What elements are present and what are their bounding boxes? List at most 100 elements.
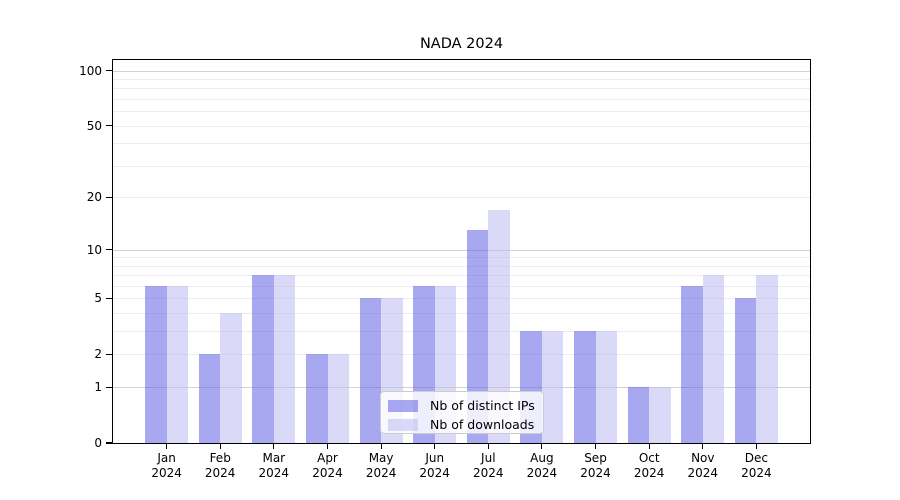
x-tick-label-month: Apr <box>317 451 338 465</box>
y-tick-mark-100 <box>106 70 112 72</box>
x-tick-label-year: 2024 <box>580 466 611 480</box>
x-tick-mark-oct <box>648 443 650 449</box>
x-tick-label-nov: Nov 2024 <box>671 451 735 481</box>
bar-downloads-jul <box>488 209 510 443</box>
gridline-minor-60 <box>113 111 810 113</box>
x-tick-label-may: May 2024 <box>349 451 413 481</box>
x-tick-label-apr: Apr 2024 <box>296 451 360 481</box>
y-tick-label-10: 10 <box>86 242 102 257</box>
x-tick-label-year: 2024 <box>741 466 772 480</box>
bar-distinct-ips-mar <box>252 275 274 443</box>
bar-downloads-oct <box>649 387 671 443</box>
bar-distinct-ips-jul <box>466 230 489 443</box>
x-tick-label-month: May <box>368 451 394 465</box>
legend-swatch-distinct-ips-icon <box>388 399 418 412</box>
y-tick-1: 1 <box>0 379 102 395</box>
x-tick-label-jun: Jun 2024 <box>403 451 467 481</box>
y-tick-mark-1 <box>106 386 112 388</box>
x-tick-label-feb: Feb 2024 <box>188 451 252 481</box>
gridline-major-1 <box>113 387 810 389</box>
y-tick-mark-2 <box>106 353 112 355</box>
y-tick-label-1: 1 <box>94 380 102 395</box>
x-tick-label-month: Jan <box>157 451 176 465</box>
gridline-minor-30 <box>113 165 810 167</box>
x-tick-label-year: 2024 <box>204 466 236 480</box>
gridline-minor-7 <box>113 275 810 277</box>
x-tick-label-month: Feb <box>209 451 231 465</box>
bar-downloads-sep <box>595 331 617 443</box>
bar-downloads-nov <box>702 275 725 443</box>
x-tick-label-month: Jun <box>425 451 445 465</box>
y-tick-label-50: 50 <box>86 118 102 133</box>
y-tick-label-5: 5 <box>94 291 102 306</box>
bar-distinct-ips-may <box>359 298 382 443</box>
gridline-minor-5 <box>113 298 810 300</box>
legend-swatch-downloads-icon <box>388 418 418 431</box>
bar-downloads-jan <box>166 286 189 443</box>
legend-row-distinct-ips: Nb of distinct IPs <box>388 396 536 415</box>
x-tick-label-jan: Jan 2024 <box>135 451 199 481</box>
bar-downloads-aug <box>541 331 564 443</box>
y-tick-mark-10 <box>106 248 112 251</box>
bar-distinct-ips-oct <box>627 387 650 443</box>
x-tick-label-month: Aug <box>530 451 554 465</box>
gridline-minor-9 <box>113 257 810 259</box>
x-tick-label-jul: Jul 2024 <box>456 451 520 481</box>
bar-distinct-ips-jan <box>145 286 167 443</box>
bar-downloads-mar <box>273 275 296 443</box>
legend-row-downloads: Nb of downloads <box>388 415 536 434</box>
gridline-minor-70 <box>113 99 810 100</box>
x-tick-label-month: Sep <box>584 451 607 465</box>
x-tick-mark-aug <box>541 443 543 449</box>
bar-downloads-apr <box>327 354 349 443</box>
chart-title: NADA 2024 <box>419 36 504 52</box>
y-tick-50: 50 <box>0 118 102 134</box>
x-tick-label-year: 2024 <box>633 466 665 480</box>
gridline-minor-8 <box>113 265 810 267</box>
x-tick-mark-jul <box>487 443 489 449</box>
gridline-major-100 <box>113 70 810 72</box>
y-tick-mark-5 <box>106 297 112 299</box>
x-tick-label-year: 2024 <box>526 466 558 480</box>
y-tick-100: 100 <box>0 63 102 79</box>
x-tick-label-year: 2024 <box>419 466 450 480</box>
x-tick-label-year: 2024 <box>365 466 397 480</box>
y-tick-2: 2 <box>0 346 102 362</box>
legend-label-distinct-ips: Nb of distinct IPs <box>430 398 535 413</box>
legend: Nb of distinct IPs Nb of downloads <box>380 391 544 434</box>
gridline-minor-40 <box>113 143 810 145</box>
plot-area <box>113 60 810 443</box>
y-tick-label-2: 2 <box>94 347 102 362</box>
gridline-minor-80 <box>113 88 810 90</box>
x-tick-label-month: Nov <box>691 451 715 465</box>
y-tick-label-20: 20 <box>86 190 102 205</box>
gridline-minor-6 <box>113 286 810 287</box>
bar-distinct-ips-dec <box>734 298 757 443</box>
x-tick-mark-feb <box>219 443 221 449</box>
x-tick-label-month: Oct <box>638 451 660 465</box>
x-tick-label-aug: Aug 2024 <box>510 451 574 481</box>
x-tick-label-year: 2024 <box>258 466 290 480</box>
bar-distinct-ips-sep <box>574 331 596 443</box>
x-tick-label-year: 2024 <box>473 466 504 480</box>
x-tick-label-year: 2024 <box>687 466 719 480</box>
x-tick-mark-may <box>380 443 382 449</box>
y-tick-10: 10 <box>0 242 102 258</box>
x-tick-label-month: Dec <box>744 451 768 465</box>
gridline-minor-20 <box>113 197 810 199</box>
y-tick-20: 20 <box>0 189 102 205</box>
y-tick-0: 0 <box>0 435 102 451</box>
legend-label-downloads: Nb of downloads <box>430 417 535 432</box>
x-tick-label-year: 2024 <box>151 466 182 480</box>
gridline-minor-4 <box>113 313 810 315</box>
gridline-minor-2 <box>113 354 810 356</box>
x-tick-mark-jun <box>434 443 436 449</box>
x-tick-label-dec: Dec 2024 <box>724 451 788 481</box>
y-tick-5: 5 <box>0 290 102 306</box>
x-tick-mark-apr <box>326 443 329 449</box>
y-tick-mark-0 <box>106 442 112 444</box>
gridline-major-10 <box>113 249 810 251</box>
x-tick-label-month: Jul <box>481 451 496 465</box>
x-tick-label-oct: Oct 2024 <box>617 451 681 481</box>
